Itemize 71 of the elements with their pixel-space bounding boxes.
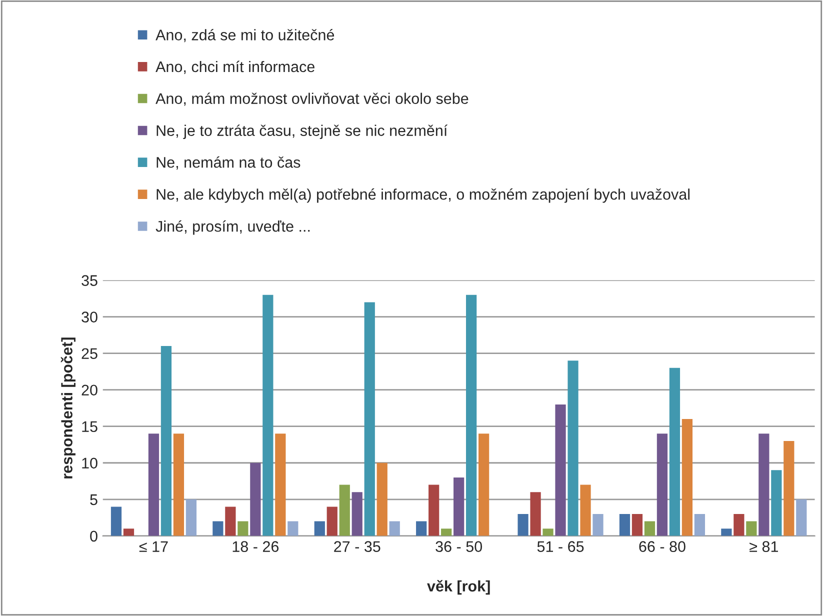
bar (160, 346, 172, 536)
y-tick-label: 5 (90, 494, 98, 506)
legend-label: Jiné, prosím, uveďte ... (156, 220, 310, 235)
bar (389, 521, 400, 536)
bar (758, 434, 770, 536)
bar (314, 521, 325, 536)
bar (734, 514, 744, 536)
legend-label: Ano, zdá se mi to užitečné (156, 28, 334, 42)
bar (542, 528, 554, 536)
x-tick-label: 51 - 65 (537, 541, 584, 552)
bar (225, 506, 236, 536)
bar (262, 294, 274, 536)
bar (364, 302, 375, 536)
y-tick-label: 30 (82, 312, 98, 322)
legend-label: Ne, je to ztráta času, stejně se nic nezmění (156, 124, 448, 140)
y-tick-label: 25 (82, 348, 98, 360)
bar (771, 470, 782, 536)
bar (784, 440, 794, 536)
x-tick-label: ≤ 17 (139, 541, 168, 552)
bar (148, 434, 160, 536)
bar (186, 499, 197, 536)
bar (238, 521, 248, 536)
bar (632, 514, 643, 536)
bar (669, 368, 680, 536)
bar (173, 434, 184, 536)
bar (568, 360, 578, 536)
x-tick-label: ≥ 81 (750, 541, 778, 552)
bar (644, 521, 656, 536)
y-tick-label: 10 (82, 458, 98, 469)
bar (530, 492, 541, 536)
y-tick-label: 0 (90, 530, 98, 542)
legend-label: Ano, mám možnost ovlivňovat věci okolo sebe (156, 92, 468, 106)
bar (580, 484, 591, 536)
y-tick-label: 15 (82, 421, 98, 432)
bar (796, 499, 807, 536)
bar (441, 528, 452, 536)
bar (428, 484, 440, 536)
bar (478, 434, 490, 536)
bar (123, 528, 134, 536)
x-tick-label: 27 - 35 (334, 541, 380, 552)
bar (288, 521, 298, 536)
bar (721, 528, 732, 536)
bar (416, 521, 427, 536)
bar (518, 514, 528, 536)
y-tick-label: 35 (82, 275, 98, 286)
bar (339, 484, 350, 536)
bar (352, 492, 362, 536)
legend-label: Ano, chci mít informace (156, 60, 314, 74)
bar (656, 434, 668, 536)
x-tick-label: 36 - 50 (436, 541, 482, 552)
legend-label: Ne, nemám na to čas (156, 156, 300, 170)
bar (110, 506, 122, 536)
bar (682, 419, 693, 536)
y-tick-label: 20 (82, 384, 98, 396)
bar (376, 462, 388, 536)
x-tick-label: 66 - 80 (639, 541, 686, 552)
x-axis-title: věk [rok] (427, 580, 490, 595)
bar (619, 514, 630, 536)
bar (555, 404, 566, 536)
bar (275, 434, 286, 536)
bar (746, 521, 757, 536)
x-tick-label: 18 - 26 (232, 541, 279, 552)
legend-label: Ne, ale kdybych měl(a) potřebné informace, o možném zapojení bych uvažoval (156, 188, 690, 203)
y-axis-title: respondenti [počet] (60, 338, 76, 478)
bar (212, 521, 224, 536)
bar (326, 506, 338, 536)
bar (454, 477, 464, 536)
bar (592, 514, 604, 536)
bar (694, 514, 706, 536)
bar (466, 294, 477, 536)
bar (250, 462, 261, 536)
